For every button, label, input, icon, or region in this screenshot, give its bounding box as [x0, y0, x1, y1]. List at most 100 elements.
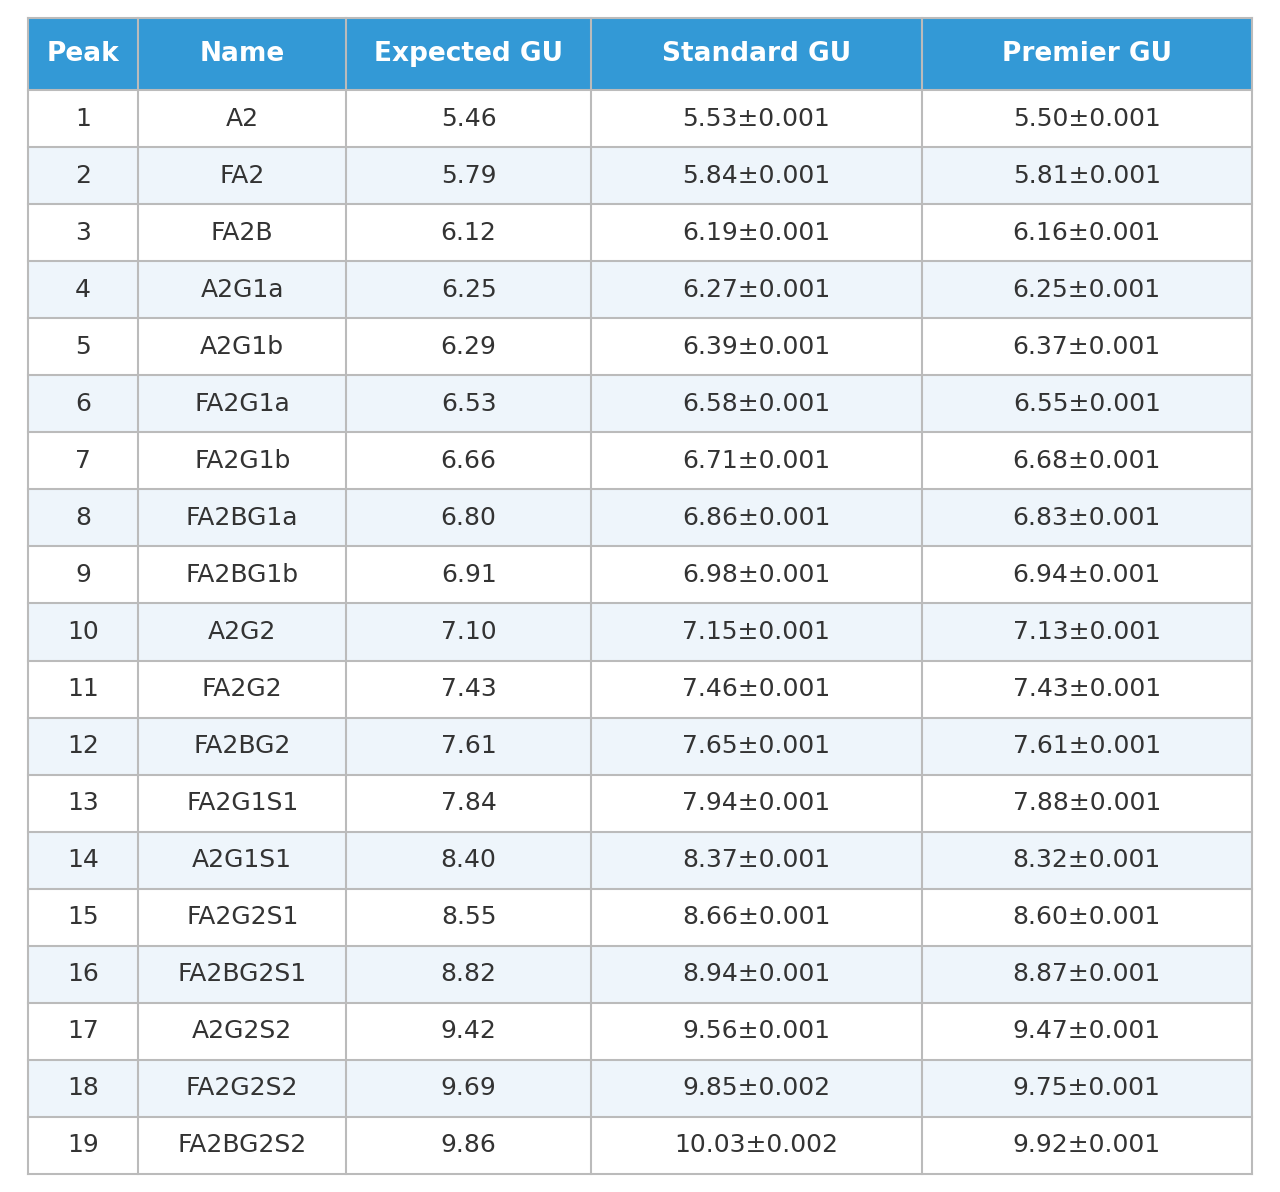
Text: FA2G1a: FA2G1a — [195, 392, 291, 416]
Text: FA2BG2: FA2BG2 — [193, 734, 291, 758]
Text: 9.86: 9.86 — [440, 1134, 497, 1157]
Text: 8: 8 — [76, 505, 91, 530]
Text: 9.85±0.002: 9.85±0.002 — [682, 1076, 831, 1100]
Text: 6.68±0.001: 6.68±0.001 — [1012, 449, 1161, 473]
Text: A2G2S2: A2G2S2 — [192, 1019, 292, 1043]
Text: Expected GU: Expected GU — [374, 41, 563, 67]
Bar — [28, 945, 1252, 1002]
Text: 10.03±0.002: 10.03±0.002 — [675, 1134, 838, 1157]
Text: FA2BG2S1: FA2BG2S1 — [178, 962, 307, 986]
Text: 6.29: 6.29 — [440, 335, 497, 359]
Text: 7.15±0.001: 7.15±0.001 — [682, 620, 831, 644]
Text: A2G1b: A2G1b — [200, 335, 284, 359]
Bar — [28, 832, 1252, 889]
Text: 8.60±0.001: 8.60±0.001 — [1012, 905, 1161, 930]
Text: 7.65±0.001: 7.65±0.001 — [682, 734, 831, 758]
Text: 6.12: 6.12 — [440, 221, 497, 244]
Bar — [28, 546, 1252, 603]
Text: FA2: FA2 — [219, 163, 265, 187]
Bar — [28, 490, 1252, 546]
Text: 5.84±0.001: 5.84±0.001 — [682, 163, 831, 187]
Text: 7.43: 7.43 — [440, 677, 497, 701]
Text: 6.98±0.001: 6.98±0.001 — [682, 563, 831, 586]
Text: 10: 10 — [68, 620, 99, 644]
Text: 19: 19 — [68, 1134, 99, 1157]
Bar — [28, 375, 1252, 433]
Text: 7.10: 7.10 — [440, 620, 497, 644]
Text: 4: 4 — [76, 278, 91, 302]
Text: 17: 17 — [68, 1019, 99, 1043]
Text: 7.61: 7.61 — [440, 734, 497, 758]
Text: 13: 13 — [68, 791, 99, 815]
Text: 5.79: 5.79 — [440, 163, 497, 187]
Text: 6.55±0.001: 6.55±0.001 — [1012, 392, 1161, 416]
Text: 8.37±0.001: 8.37±0.001 — [682, 849, 831, 873]
Text: 9.75±0.001: 9.75±0.001 — [1012, 1076, 1161, 1100]
Text: 8.94±0.001: 8.94±0.001 — [682, 962, 831, 986]
Text: 9: 9 — [76, 563, 91, 586]
Text: 6.39±0.001: 6.39±0.001 — [682, 335, 831, 359]
Text: 9.47±0.001: 9.47±0.001 — [1012, 1019, 1161, 1043]
Text: A2: A2 — [225, 106, 259, 131]
Text: Peak: Peak — [46, 41, 119, 67]
Text: A2G2: A2G2 — [209, 620, 276, 644]
Text: Name: Name — [200, 41, 285, 67]
Text: 8.55: 8.55 — [440, 905, 497, 930]
Bar — [28, 1060, 1252, 1117]
Bar — [28, 889, 1252, 945]
Text: 6.53: 6.53 — [440, 392, 497, 416]
Text: 18: 18 — [67, 1076, 99, 1100]
Text: Standard GU: Standard GU — [662, 41, 851, 67]
Text: 12: 12 — [67, 734, 99, 758]
Text: 7.88±0.001: 7.88±0.001 — [1012, 791, 1161, 815]
Bar — [28, 433, 1252, 490]
Text: FA2BG1b: FA2BG1b — [186, 563, 298, 586]
Bar — [28, 91, 1252, 147]
Text: FA2G2S1: FA2G2S1 — [186, 905, 298, 930]
Bar — [28, 318, 1252, 375]
Text: 7.94±0.001: 7.94±0.001 — [682, 791, 831, 815]
Bar — [28, 1002, 1252, 1060]
Text: 9.92±0.001: 9.92±0.001 — [1012, 1134, 1161, 1157]
Bar — [28, 603, 1252, 660]
Text: 9.69: 9.69 — [440, 1076, 497, 1100]
Text: 16: 16 — [67, 962, 99, 986]
Text: FA2G2: FA2G2 — [202, 677, 283, 701]
Text: 6.25±0.001: 6.25±0.001 — [1012, 278, 1161, 302]
Text: 8.40: 8.40 — [440, 849, 497, 873]
Text: 6.80: 6.80 — [440, 505, 497, 530]
Text: 6.94±0.001: 6.94±0.001 — [1012, 563, 1161, 586]
Text: 3: 3 — [76, 221, 91, 244]
Text: 5.46: 5.46 — [440, 106, 497, 131]
Bar — [28, 1117, 1252, 1174]
Text: 9.56±0.001: 9.56±0.001 — [682, 1019, 831, 1043]
Text: 5.81±0.001: 5.81±0.001 — [1012, 163, 1161, 187]
Text: 8.87±0.001: 8.87±0.001 — [1012, 962, 1161, 986]
Text: 8.32±0.001: 8.32±0.001 — [1012, 849, 1161, 873]
Text: 11: 11 — [68, 677, 99, 701]
Text: 6.83±0.001: 6.83±0.001 — [1012, 505, 1161, 530]
Bar — [28, 204, 1252, 261]
Text: 7.13±0.001: 7.13±0.001 — [1012, 620, 1161, 644]
Text: FA2BG2S2: FA2BG2S2 — [178, 1134, 307, 1157]
Text: A2G1S1: A2G1S1 — [192, 849, 292, 873]
Text: FA2G2S2: FA2G2S2 — [186, 1076, 298, 1100]
Text: 8.66±0.001: 8.66±0.001 — [682, 905, 831, 930]
Text: 7.61±0.001: 7.61±0.001 — [1012, 734, 1161, 758]
Text: 2: 2 — [76, 163, 91, 187]
Text: 5: 5 — [76, 335, 91, 359]
Text: 7.46±0.001: 7.46±0.001 — [682, 677, 831, 701]
Text: 6: 6 — [76, 392, 91, 416]
Text: 6.91: 6.91 — [440, 563, 497, 586]
Text: FA2G1b: FA2G1b — [195, 449, 291, 473]
Text: 15: 15 — [68, 905, 99, 930]
Text: 6.71±0.001: 6.71±0.001 — [682, 449, 831, 473]
Bar — [28, 660, 1252, 718]
Text: 8.82: 8.82 — [440, 962, 497, 986]
Text: 6.27±0.001: 6.27±0.001 — [682, 278, 831, 302]
Text: Premier GU: Premier GU — [1002, 41, 1171, 67]
Text: 6.19±0.001: 6.19±0.001 — [682, 221, 831, 244]
Bar — [28, 775, 1252, 832]
Text: 5.53±0.001: 5.53±0.001 — [682, 106, 831, 131]
Text: FA2B: FA2B — [211, 221, 274, 244]
